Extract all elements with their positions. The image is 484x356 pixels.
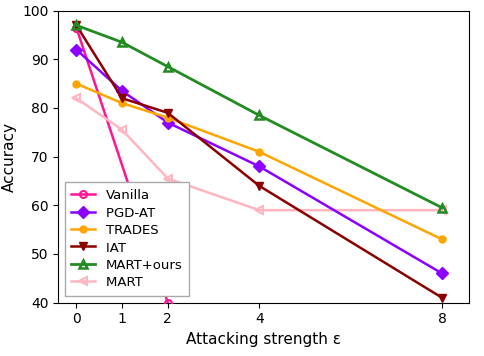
Legend: Vanilla, PGD-AT , TRADES , IAT , MART+ours, MART : Vanilla, PGD-AT , TRADES , IAT , MART+ou… [65, 183, 189, 296]
Y-axis label: Accuracy: Accuracy [1, 122, 16, 192]
Text: [3]: [3] [130, 240, 149, 253]
Text: [2]: [2] [163, 223, 182, 236]
Text: [1]: [1] [159, 205, 178, 219]
Text: [4]: [4] [147, 275, 166, 288]
X-axis label: Attacking strength ε: Attacking strength ε [186, 332, 341, 347]
